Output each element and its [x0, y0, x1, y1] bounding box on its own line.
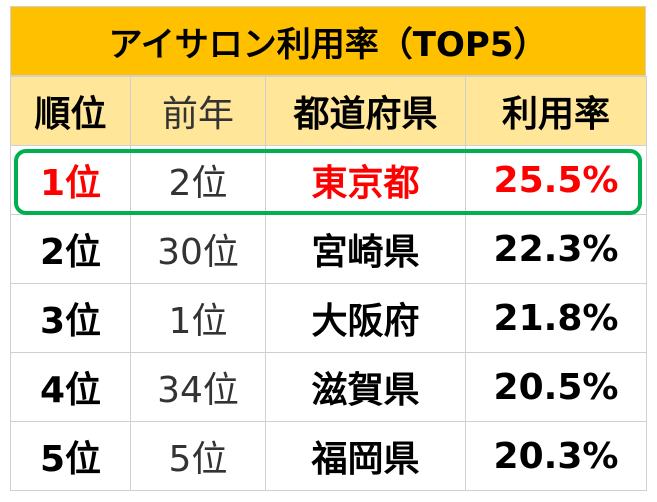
data-row-cell: 5位 [10, 421, 131, 491]
data-row-cell: 1位 [130, 283, 266, 353]
data-row-cell: 21.8% [465, 283, 647, 353]
data-row: 5位 5位 福岡県 20.3% [10, 421, 647, 491]
data-row: 4位 34位 滋賀県 20.5% [10, 352, 647, 422]
header-row-cell: 順位 [10, 76, 131, 146]
header-row: 順位 前年 都道府県 利用率 [10, 76, 647, 146]
data-row-cell: 2位 [10, 214, 131, 284]
data-row-cell: 福岡県 [265, 421, 466, 491]
data-row: 2位 30位 宮崎県 22.3% [10, 214, 647, 284]
header-row-cell: 都道府県 [265, 76, 466, 146]
table-title: アイサロン利用率（TOP5） [10, 6, 646, 76]
data-row: 1位 2位 東京都 25.5% [10, 145, 647, 215]
data-row-cell: 宮崎県 [265, 214, 466, 284]
data-row-cell: 20.3% [465, 421, 647, 491]
ranking-table: アイサロン利用率（TOP5） 順位 前年 都道府県 利用率 1位 2位 東京都 25.5% 2位… [10, 6, 647, 491]
data-row-cell: 2位 [130, 145, 266, 215]
data-row-cell: 4位 [10, 352, 131, 422]
data-row-cell: 30位 [130, 214, 266, 284]
data-row-cell: 22.3% [465, 214, 647, 284]
data-row-cell: 東京都 [265, 145, 466, 215]
data-row-cell: 滋賀県 [265, 352, 466, 422]
data-row: 3位 1位 大阪府 21.8% [10, 283, 647, 353]
header-row-cell: 利用率 [465, 76, 647, 146]
data-row-cell: 25.5% [465, 145, 647, 215]
data-row-cell: 5位 [130, 421, 266, 491]
data-row-cell: 3位 [10, 283, 131, 353]
data-row-cell: 34位 [130, 352, 266, 422]
data-row-cell: 20.5% [465, 352, 647, 422]
data-row-cell: 1位 [10, 145, 131, 215]
table: 順位 前年 都道府県 利用率 1位 2位 東京都 25.5% 2位 30位 宮崎県 22.3% 3位 1位… [10, 76, 647, 491]
header-row-cell: 前年 [130, 76, 266, 146]
data-row-cell: 大阪府 [265, 283, 466, 353]
